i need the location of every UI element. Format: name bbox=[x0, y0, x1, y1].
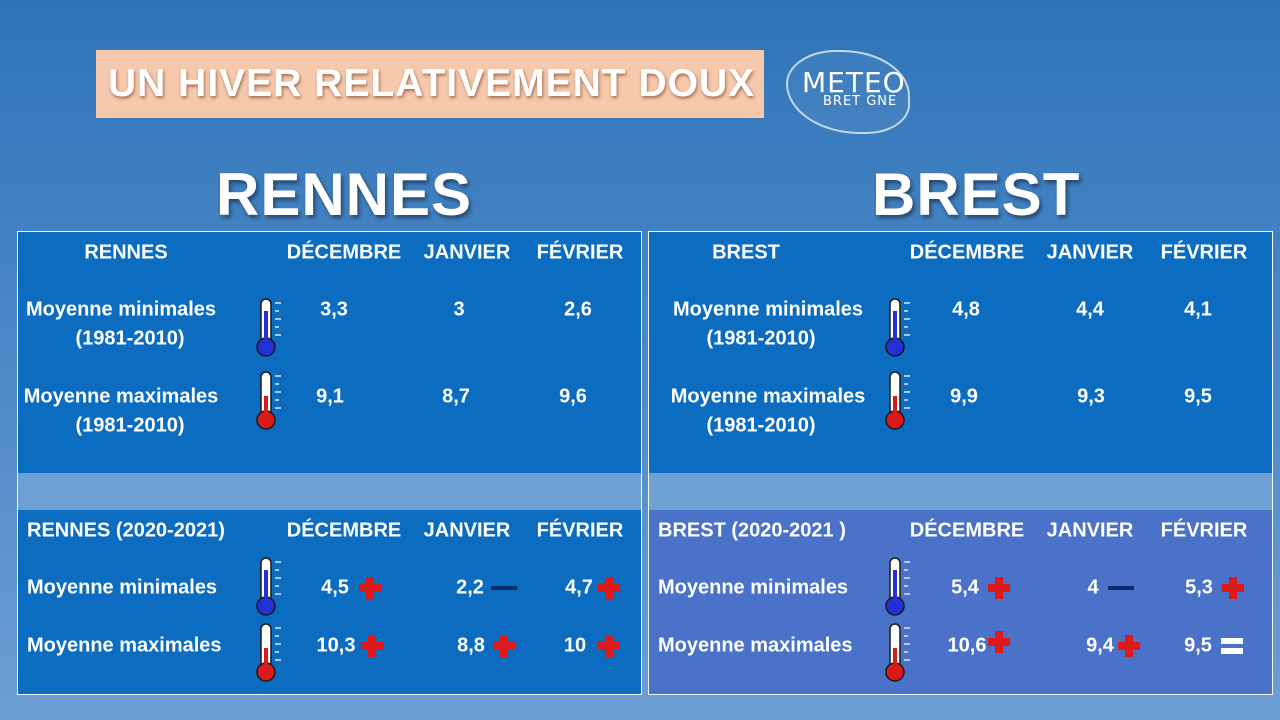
meteo-bretagne-logo: METEO BRET GNE bbox=[780, 30, 920, 140]
column-header-january: JANVIER bbox=[1046, 241, 1134, 264]
row-label-min: Moyenne minimales bbox=[27, 576, 218, 599]
row-label-min-period: (1981-2010) bbox=[75, 327, 185, 350]
column-header-january: JANVIER bbox=[423, 241, 511, 264]
column-header-february: FÉVRIER bbox=[1160, 519, 1248, 542]
equal-icon bbox=[1221, 635, 1243, 657]
minus-icon bbox=[491, 577, 517, 599]
row-label-min-period: (1981-2010) bbox=[706, 327, 816, 350]
value-min-january: 4,4 bbox=[1076, 298, 1104, 321]
value-min-january: 3 bbox=[453, 298, 465, 321]
brest-normals-table: BREST DÉCEMBRE JANVIER FÉVRIER Moyenne m… bbox=[649, 232, 1272, 473]
column-header-december: DÉCEMBRE bbox=[909, 519, 1025, 542]
value-max-december: 10,3 bbox=[316, 634, 356, 657]
value-max-february: 9,5 bbox=[1184, 385, 1212, 408]
row-label-max: Moyenne maximales bbox=[27, 634, 222, 657]
row-label-min: Moyenne minimales bbox=[672, 298, 864, 321]
thermometer-hot-icon bbox=[254, 370, 284, 432]
plus-icon bbox=[598, 577, 620, 599]
value-min-february: 4,7 bbox=[565, 576, 593, 599]
row-label-max-period: (1981-2010) bbox=[706, 414, 816, 437]
thermometer-cold-icon bbox=[883, 297, 913, 359]
plus-icon bbox=[598, 635, 620, 657]
logo-sub-text: BRET GNE bbox=[823, 94, 898, 109]
plus-icon bbox=[1118, 635, 1140, 657]
column-header-february: FÉVRIER bbox=[536, 519, 624, 542]
row-label-max: Moyenne maximales bbox=[658, 634, 853, 657]
value-max-december: 10,6 bbox=[947, 634, 987, 657]
thermometer-hot-icon bbox=[883, 622, 913, 684]
table-header-city: RENNES bbox=[84, 241, 168, 264]
thermometer-cold-icon bbox=[254, 556, 284, 618]
value-max-february: 10 bbox=[563, 634, 587, 657]
column-header-january: JANVIER bbox=[1046, 519, 1134, 542]
value-min-december: 3,3 bbox=[320, 298, 348, 321]
value-max-january: 9,3 bbox=[1077, 385, 1105, 408]
column-header-december: DÉCEMBRE bbox=[286, 241, 402, 264]
column-header-february: FÉVRIER bbox=[1160, 241, 1248, 264]
value-max-january: 8,8 bbox=[457, 634, 485, 657]
value-min-february: 5,3 bbox=[1185, 576, 1213, 599]
value-max-december: 9,9 bbox=[950, 385, 978, 408]
column-header-december: DÉCEMBRE bbox=[286, 519, 402, 542]
thermometer-cold-icon bbox=[883, 556, 913, 618]
row-label-max-period: (1981-2010) bbox=[75, 414, 185, 437]
value-max-january: 9,4 bbox=[1086, 634, 1114, 657]
plus-icon bbox=[1222, 577, 1244, 599]
row-label-min: Moyenne minimales bbox=[658, 576, 849, 599]
city-title-brest: BREST bbox=[872, 161, 1081, 228]
plus-icon bbox=[493, 635, 515, 657]
plus-icon bbox=[988, 577, 1010, 599]
plus-icon bbox=[361, 635, 383, 657]
plus-icon bbox=[359, 577, 381, 599]
logo-main-text: METEO bbox=[802, 66, 906, 99]
column-header-february: FÉVRIER bbox=[536, 241, 624, 264]
value-min-december: 5,4 bbox=[951, 576, 979, 599]
rennes-current-table: RENNES (2020-2021) DÉCEMBRE JANVIER FÉVR… bbox=[18, 510, 641, 694]
row-label-max: Moyenne maximales bbox=[670, 385, 866, 408]
table-header-city: BREST bbox=[712, 241, 780, 264]
thermometer-cold-icon bbox=[254, 297, 284, 359]
value-max-december: 9,1 bbox=[316, 385, 344, 408]
value-min-december: 4,5 bbox=[321, 576, 349, 599]
page-title: UN HIVER RELATIVEMENT DOUX bbox=[108, 62, 756, 105]
value-min-december: 4,8 bbox=[952, 298, 980, 321]
value-min-february: 4,1 bbox=[1184, 298, 1212, 321]
value-min-february: 2,6 bbox=[564, 298, 592, 321]
thermometer-hot-icon bbox=[883, 370, 913, 432]
brest-current-table: BREST (2020-2021 ) DÉCEMBRE JANVIER FÉVR… bbox=[649, 510, 1272, 694]
city-title-rennes: RENNES bbox=[216, 161, 473, 228]
brest-panel: BREST DÉCEMBRE JANVIER FÉVRIER Moyenne m… bbox=[648, 231, 1273, 695]
table-header-city-season: RENNES (2020-2021) bbox=[27, 519, 225, 542]
thermometer-hot-icon bbox=[254, 622, 284, 684]
value-max-february: 9,5 bbox=[1184, 634, 1212, 657]
value-max-february: 9,6 bbox=[559, 385, 587, 408]
rennes-normals-table: RENNES DÉCEMBRE JANVIER FÉVRIER Moyenne … bbox=[18, 232, 641, 473]
row-label-max: Moyenne maximales bbox=[23, 385, 219, 408]
title-banner: UN HIVER RELATIVEMENT DOUX bbox=[96, 50, 764, 118]
table-header-city-season: BREST (2020-2021 ) bbox=[658, 519, 846, 542]
minus-icon bbox=[1108, 577, 1134, 599]
plus-icon bbox=[988, 631, 1010, 653]
row-label-min: Moyenne minimales bbox=[25, 298, 217, 321]
column-header-december: DÉCEMBRE bbox=[909, 241, 1025, 264]
column-header-january: JANVIER bbox=[423, 519, 511, 542]
value-min-january: 4 bbox=[1087, 576, 1099, 599]
value-max-january: 8,7 bbox=[442, 385, 470, 408]
value-min-january: 2,2 bbox=[456, 576, 484, 599]
rennes-panel: RENNES DÉCEMBRE JANVIER FÉVRIER Moyenne … bbox=[17, 231, 642, 695]
